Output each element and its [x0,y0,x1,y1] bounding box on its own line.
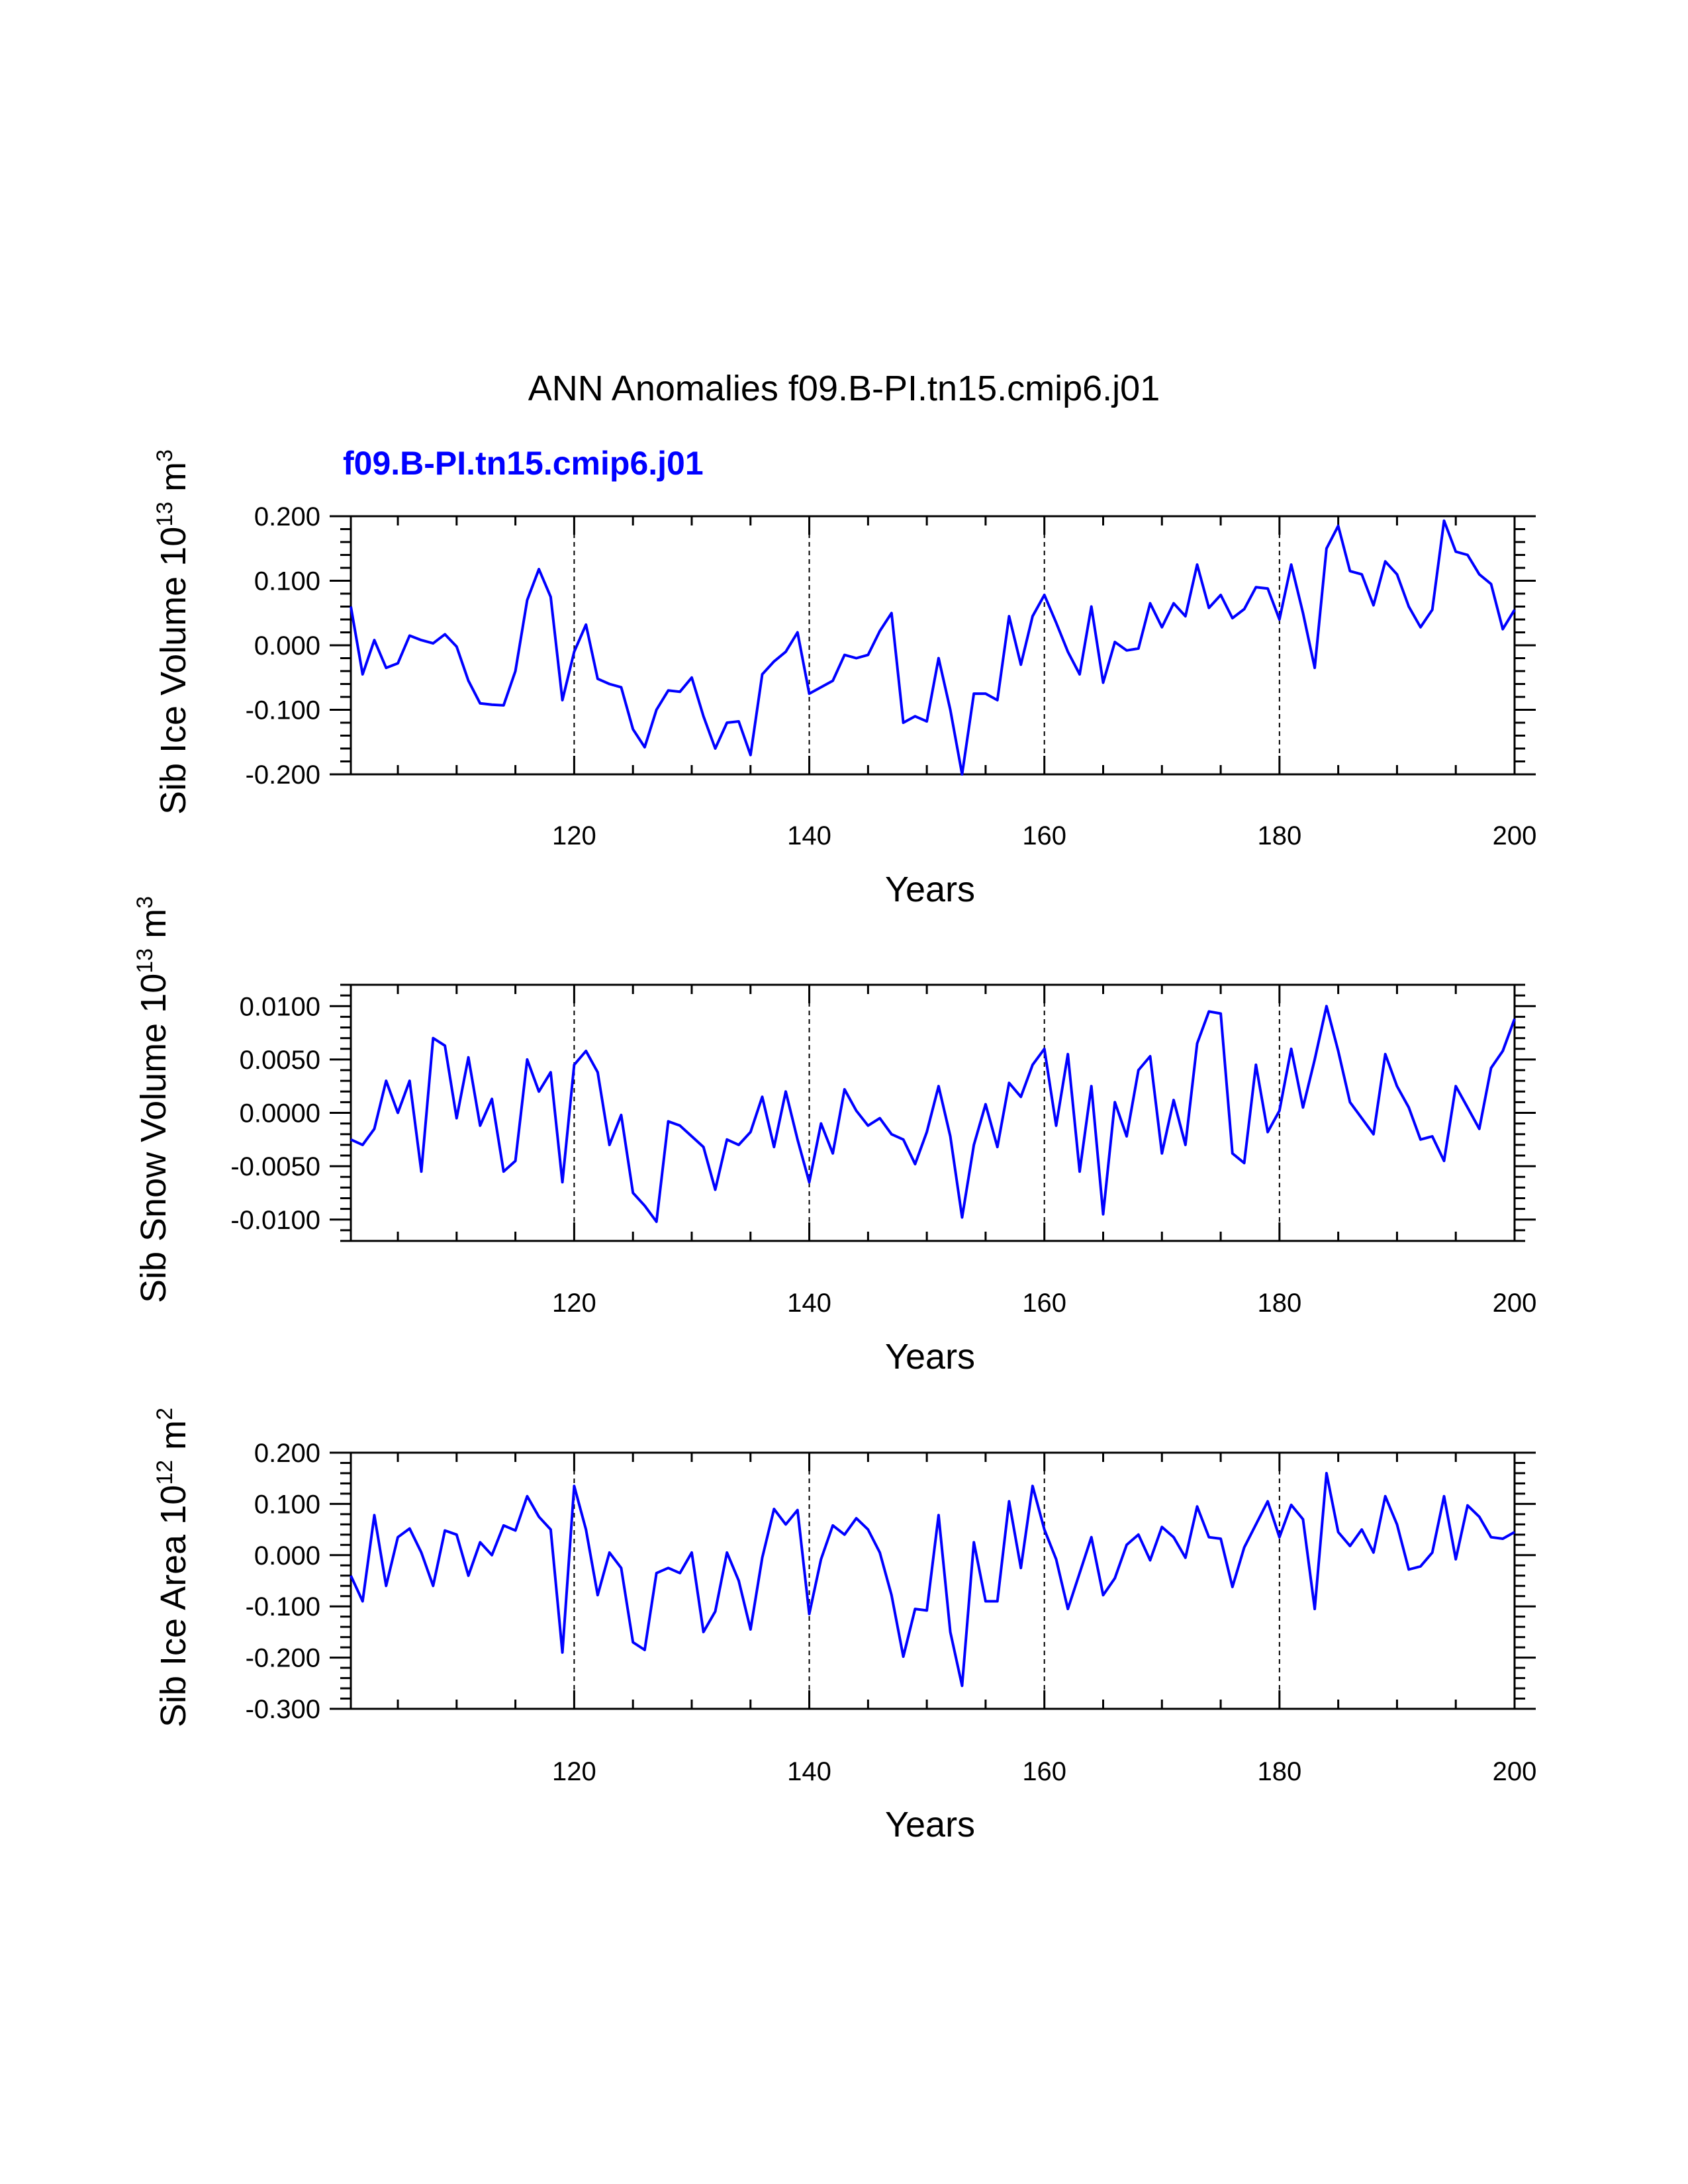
x-tick-label: 140 [787,1289,831,1318]
x-tick-label: 180 [1257,1289,1301,1318]
x-axis-label: Years [885,870,975,909]
y-axis-label-superscript: 3 [132,896,158,909]
y-tick-label: 0.000 [254,1541,320,1570]
y-tick-label: 0.100 [254,1490,320,1519]
y-tick-label: 0.0050 [240,1046,320,1075]
y-tick-label: 0.000 [254,631,320,660]
y-tick-label: -0.0100 [230,1206,320,1235]
y-tick-label: 0.0100 [240,992,320,1021]
y-tick-label: 0.200 [254,502,320,531]
y-axis-label: Sib Ice Area 1012 m2 [152,1408,193,1727]
x-tick-label: 120 [552,1757,596,1786]
y-axis-label: Sib Ice Volume 1013 m3 [152,449,193,815]
y-tick-label: 0.200 [254,1439,320,1468]
x-tick-label: 160 [1022,1289,1066,1318]
plot-frame [350,515,1516,776]
series-line [350,1472,1515,1688]
x-axis-label: Years [885,1337,975,1377]
y-tick-label: 0.100 [254,567,320,596]
y-axis-label-superscript: 12 [152,1460,177,1485]
y-tick-label: -0.200 [246,1644,320,1673]
x-axis-label: Years [885,1805,975,1844]
x-tick-label: 200 [1493,821,1537,850]
x-tick-label: 180 [1257,1757,1301,1786]
y-axis-label-superscript: 3 [152,449,177,462]
y-axis-label-text: m [134,909,173,948]
y-tick-label: -0.100 [246,696,320,725]
y-axis-label-superscript: 2 [152,1408,177,1420]
x-tick-label: 160 [1022,1757,1066,1786]
x-tick-label: 160 [1022,821,1066,850]
series-legend-label: f09.B-PI.tn15.cmip6.j01 [343,445,704,482]
x-tick-label: 180 [1257,821,1301,850]
y-axis-label: Sib Snow Volume 1013 m3 [132,896,173,1303]
y-tick-label: 0.0000 [240,1099,320,1128]
y-axis-label-text: Sib Ice Volume 10 [154,527,193,815]
x-tick-label: 120 [552,1289,596,1318]
x-tick-label: 120 [552,821,596,850]
x-tick-label: 200 [1493,1289,1537,1318]
series-line [350,1005,1516,1223]
y-tick-label: -0.300 [246,1695,320,1724]
figure-title: ANN Anomalies f09.B-PI.tn15.cmip6.j01 [528,369,1160,408]
y-axis-label-text: m [154,1420,193,1460]
y-axis-label-text: Sib Ice Area 10 [154,1485,193,1727]
y-axis-label-superscript: 13 [132,948,158,974]
x-tick-label: 140 [787,1757,831,1786]
y-tick-label: -0.100 [246,1592,320,1621]
panel-1: 120 140 160 180 200 0.200 0.100 0.000 -0.100 -0.2… [152,449,1536,909]
panel-3: 120 140 160 180 200 0.200 0.100 0.000 -0.100 -0.2… [152,1408,1536,1844]
y-axis-label-text: Sib Snow Volume 10 [134,974,173,1303]
x-tick-label: 200 [1493,1757,1537,1786]
plot-panels: 120 140 160 180 200 0.200 0.100 0.000 -0.100 -0.2… [132,449,1536,1844]
y-axis-label-superscript: 13 [152,502,177,527]
y-tick-label: -0.200 [246,760,320,790]
y-tick-label: -0.0050 [230,1152,320,1181]
panel-2: 120 140 160 180 200 0.0100 0.0050 0.0000 -0.0050… [132,896,1536,1377]
x-tick-label: 140 [787,821,831,850]
series-line [350,519,1516,776]
plot-frame [350,1451,1516,1710]
y-axis-label-text: m [154,462,193,502]
